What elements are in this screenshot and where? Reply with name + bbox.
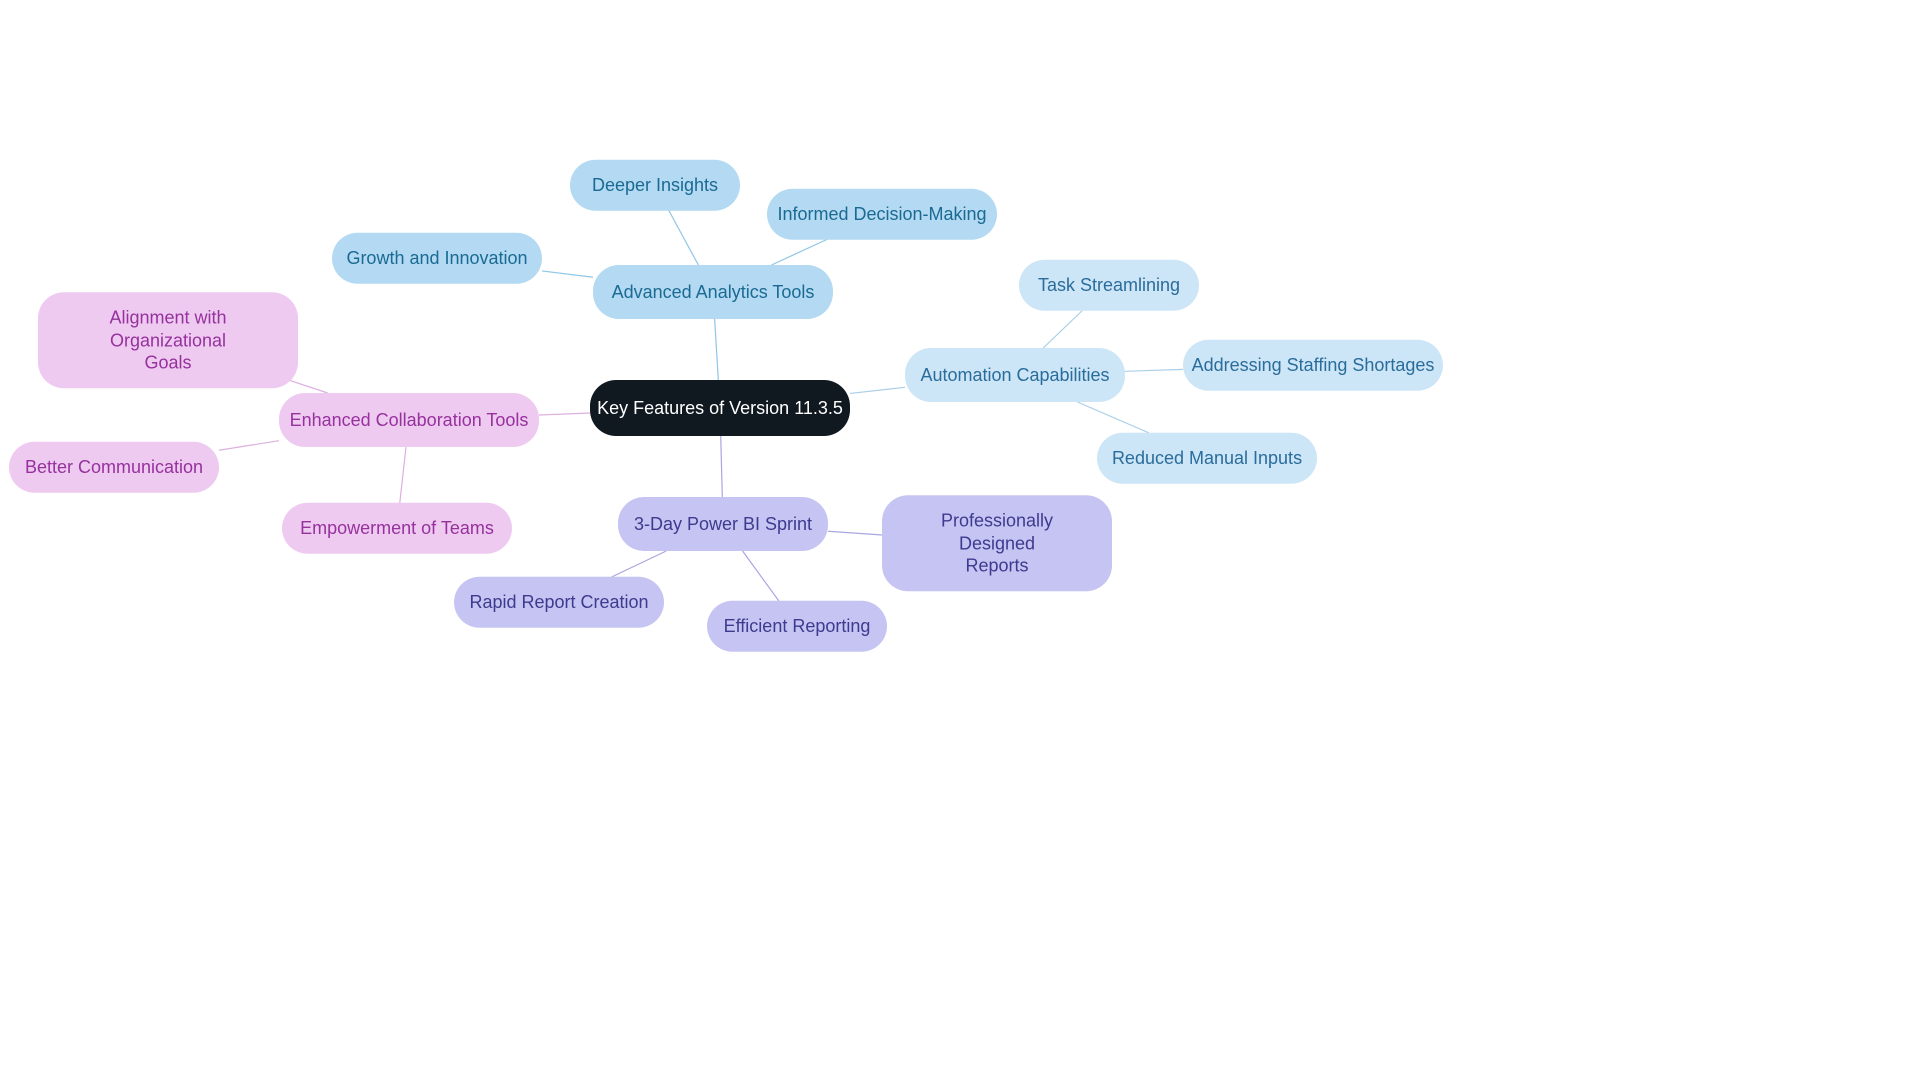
node-label: Rapid Report Creation xyxy=(469,591,648,614)
edge-center-collab xyxy=(539,413,590,415)
node-label: Informed Decision-Making xyxy=(777,203,986,226)
node-rapid: Rapid Report Creation xyxy=(454,577,664,628)
node-automation: Automation Capabilities xyxy=(905,348,1125,402)
node-collab: Enhanced Collaboration Tools xyxy=(279,393,539,447)
edge-collab-empower xyxy=(400,447,406,503)
edge-automation-streamline xyxy=(1043,310,1083,348)
edge-center-automation xyxy=(850,387,905,393)
node-label: Better Communication xyxy=(25,456,203,479)
node-prof: Professionally Designed Reports xyxy=(882,495,1112,591)
node-label: Key Features of Version 11.3.5 xyxy=(597,397,843,420)
edge-analytics-decision xyxy=(772,239,828,265)
edge-center-analytics xyxy=(715,319,719,380)
node-center: Key Features of Version 11.3.5 xyxy=(590,380,850,436)
node-streamline: Task Streamlining xyxy=(1019,260,1199,311)
node-manual: Reduced Manual Inputs xyxy=(1097,433,1317,484)
node-insights: Deeper Insights xyxy=(570,160,740,211)
node-label: Reduced Manual Inputs xyxy=(1112,447,1302,470)
edge-collab-comm xyxy=(219,441,279,451)
edge-center-sprint xyxy=(721,436,723,497)
node-label: Alignment with Organizational Goals xyxy=(64,306,272,374)
node-growth: Growth and Innovation xyxy=(332,233,542,284)
node-label: Empowerment of Teams xyxy=(300,517,494,540)
node-label: Enhanced Collaboration Tools xyxy=(290,409,529,432)
node-sprint: 3-Day Power BI Sprint xyxy=(618,497,828,551)
edge-analytics-insights xyxy=(669,210,699,265)
node-label: Deeper Insights xyxy=(592,174,718,197)
edge-sprint-efficient xyxy=(743,551,779,601)
node-empower: Empowerment of Teams xyxy=(282,503,512,554)
edge-automation-manual xyxy=(1077,402,1149,433)
edge-sprint-rapid xyxy=(612,551,667,577)
edge-sprint-prof xyxy=(828,531,882,535)
node-efficient: Efficient Reporting xyxy=(707,601,887,652)
node-analytics: Advanced Analytics Tools xyxy=(593,265,833,319)
node-label: Advanced Analytics Tools xyxy=(612,281,815,304)
node-comm: Better Communication xyxy=(9,442,219,493)
edge-automation-staffing xyxy=(1125,369,1183,371)
edge-analytics-growth xyxy=(542,271,593,277)
node-decision: Informed Decision-Making xyxy=(767,189,997,240)
node-align: Alignment with Organizational Goals xyxy=(38,292,298,388)
node-label: Automation Capabilities xyxy=(920,364,1109,387)
node-label: Professionally Designed Reports xyxy=(908,509,1086,577)
node-label: Growth and Innovation xyxy=(346,247,527,270)
node-label: Efficient Reporting xyxy=(724,615,871,638)
node-staffing: Addressing Staffing Shortages xyxy=(1183,340,1443,391)
node-label: Task Streamlining xyxy=(1038,274,1180,297)
mindmap-canvas: Key Features of Version 11.3.5 Advanced A… xyxy=(0,0,1920,1083)
node-label: Addressing Staffing Shortages xyxy=(1192,354,1435,377)
node-label: 3-Day Power BI Sprint xyxy=(634,513,812,536)
